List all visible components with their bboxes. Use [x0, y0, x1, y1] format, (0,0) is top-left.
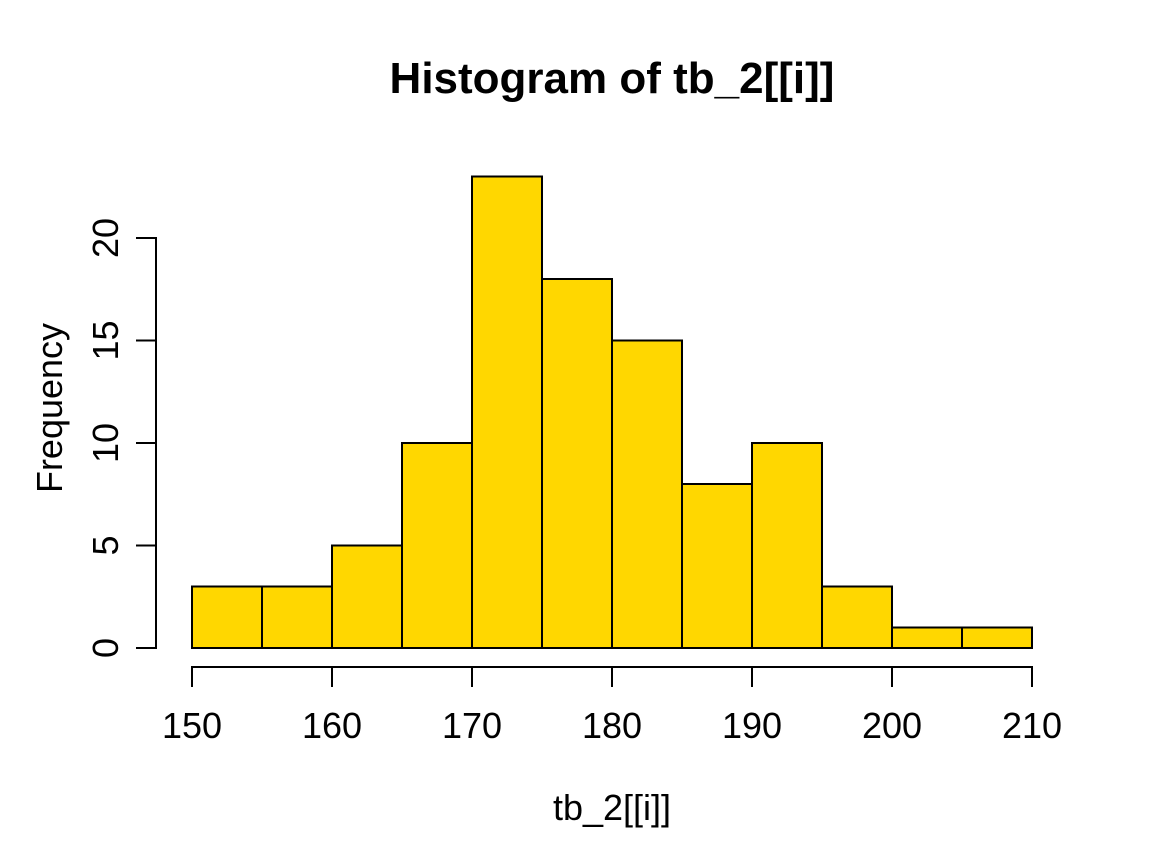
histogram-bar-175-180	[541, 278, 613, 649]
y-tick-label-20: 20	[85, 218, 126, 258]
x-tick-label-210: 210	[1002, 705, 1062, 746]
x-tick-label-200: 200	[862, 705, 922, 746]
histogram-bar-155-160	[261, 585, 333, 649]
y-tick-label-5: 5	[85, 535, 126, 555]
histogram-bar-165-170	[401, 442, 473, 649]
x-tick-label-150: 150	[162, 705, 222, 746]
y-axis-title: Frequency	[29, 323, 70, 493]
y-tick-label-0: 0	[85, 638, 126, 658]
x-tick-label-190: 190	[722, 705, 782, 746]
x-axis: 150 160 170 180 190 200 210	[162, 666, 1062, 746]
histogram-bar-200-205	[891, 626, 963, 649]
histogram-bar-150-155	[191, 585, 263, 649]
histogram-bar-195-200	[821, 585, 893, 649]
chart-title: Histogram of tb_2[[i]]	[390, 54, 835, 103]
x-axis-title: tb_2[[i]]	[553, 787, 671, 828]
histogram-bar-170-175	[471, 175, 543, 649]
y-tick-label-15: 15	[85, 320, 126, 360]
histogram-bar-160-165	[331, 544, 403, 649]
histogram-bar-180-185	[611, 339, 683, 649]
y-axis: 0 5 10 15 20	[85, 218, 157, 658]
histogram-bar-190-195	[751, 442, 823, 649]
x-tick-label-180: 180	[582, 705, 642, 746]
histogram-bar-205-210	[961, 626, 1033, 649]
x-tick-label-160: 160	[302, 705, 362, 746]
histogram-bars	[191, 175, 1033, 649]
y-tick-label-10: 10	[85, 423, 126, 463]
histogram-bar-185-190	[681, 483, 753, 649]
x-tick-label-170: 170	[442, 705, 502, 746]
